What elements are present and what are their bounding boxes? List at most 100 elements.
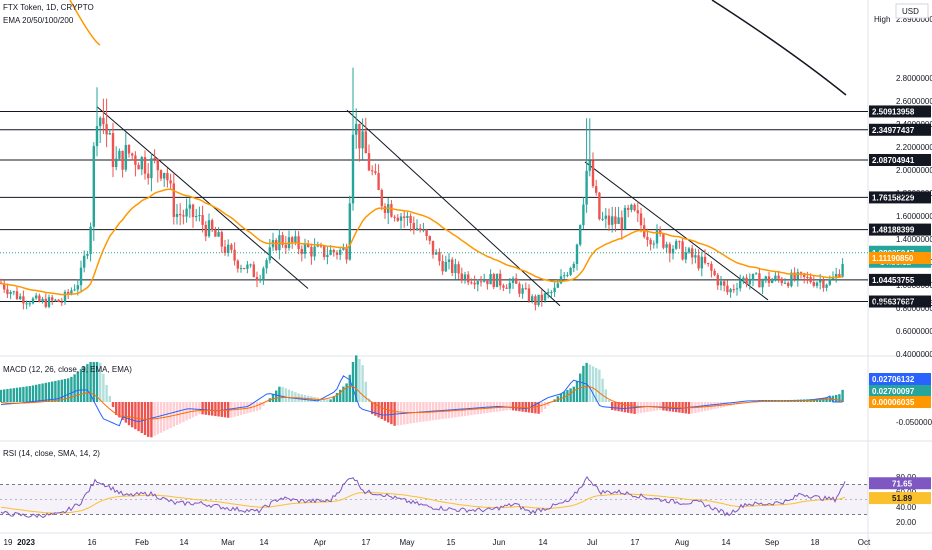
candle-body xyxy=(67,291,70,294)
macd-histogram-bar xyxy=(374,402,377,416)
candle-body xyxy=(319,245,323,247)
macd-histogram-bar xyxy=(281,387,284,402)
candle-body xyxy=(483,279,486,282)
trendline[interactable] xyxy=(346,109,561,307)
candle-body xyxy=(275,240,278,251)
time-tick-label: Aug xyxy=(675,538,689,547)
candle-body xyxy=(703,256,707,263)
candle-body xyxy=(268,247,271,261)
candle-body xyxy=(73,289,76,291)
support-resistance-levels[interactable]: 2.50913958 2.34977437 2.08704941 1.76158229… xyxy=(0,105,931,308)
macd-histogram-bar xyxy=(518,402,521,412)
macd-histogram-bar xyxy=(319,398,323,402)
candle-body xyxy=(332,249,335,253)
price-tick-label: 2.40000000 xyxy=(896,120,932,129)
candle-body xyxy=(143,157,147,174)
time-axis[interactable]: 19 2023 16 Feb 14 Mar 14 Apr 17 May 15 Jun 14 Jul 17 Au… xyxy=(4,538,871,547)
candle-body xyxy=(524,288,527,290)
macd-histogram-bar xyxy=(284,388,287,402)
candle-body xyxy=(627,207,630,210)
trendline[interactable] xyxy=(584,161,769,301)
candle-body xyxy=(44,298,47,307)
symbol-title[interactable]: FTX Token, 1D, CRYPTO xyxy=(3,3,94,12)
macd-histogram-bar xyxy=(623,402,627,413)
time-tick-label: Oct xyxy=(858,538,871,547)
macd-histogram-bar xyxy=(6,389,9,402)
macd-histogram-bar xyxy=(339,389,342,402)
candle-body xyxy=(9,291,12,295)
time-tick-label: Sep xyxy=(765,538,780,547)
macd-histogram-bar xyxy=(127,402,131,426)
candle-body xyxy=(409,215,412,223)
candle-body xyxy=(371,170,374,172)
candle-body xyxy=(367,153,371,171)
trendline[interactable] xyxy=(96,106,309,289)
candle-body xyxy=(313,246,316,257)
macd-histogram-bar xyxy=(73,374,76,402)
macd-histogram-bar xyxy=(121,402,124,421)
macd-histogram-bar xyxy=(588,364,591,402)
candle-body xyxy=(233,249,236,261)
candle-body xyxy=(147,173,150,179)
indicator-legend[interactable]: EMA 20/50/100/200 xyxy=(3,16,74,25)
candle-body xyxy=(303,243,307,254)
candle-body xyxy=(639,213,643,226)
macd-pane[interactable]: 0.02706132 0.02700097 0.00006035 xyxy=(0,355,931,438)
candle-body xyxy=(134,155,137,165)
macd-histogram-bar xyxy=(102,373,105,402)
time-tick-label: 14 xyxy=(722,538,731,547)
candle-body xyxy=(790,272,793,287)
candle-body xyxy=(646,236,649,240)
candle-body xyxy=(726,285,729,293)
candle-body xyxy=(611,216,614,225)
candle-body xyxy=(239,267,243,269)
candle-body xyxy=(547,292,550,294)
macd-histogram-bar xyxy=(47,382,51,402)
trendlines[interactable] xyxy=(96,0,847,307)
candle-body xyxy=(175,213,179,217)
currency-selector[interactable]: USD xyxy=(895,3,929,19)
low-label: Low xyxy=(874,299,889,308)
level-label: 0.85637687 xyxy=(869,295,931,308)
ema-50-line xyxy=(69,0,101,46)
candle-body xyxy=(31,298,35,304)
candle-body xyxy=(777,275,780,279)
time-tick-label: 18 xyxy=(811,538,820,547)
macd-histogram-bar xyxy=(198,402,201,415)
candle-body xyxy=(566,274,569,276)
candle-body xyxy=(774,275,777,280)
candle-body xyxy=(281,235,284,245)
time-tick-label: Jun xyxy=(493,538,506,547)
macd-histogram-bar xyxy=(79,369,83,402)
candle-body xyxy=(323,245,326,257)
macd-histogram-bar xyxy=(675,402,678,413)
candle-body xyxy=(166,173,169,181)
macd-histogram-bar xyxy=(175,402,179,426)
time-tick-label: 14 xyxy=(180,538,189,547)
candle-body xyxy=(115,158,118,168)
macd-title[interactable]: MACD (12, 26, close, 9, EMA, EMA) xyxy=(3,365,132,374)
candle-body xyxy=(697,255,700,269)
macd-histogram-bar xyxy=(601,378,604,402)
macd-histogram-bar xyxy=(508,402,511,411)
ema-line xyxy=(0,188,843,296)
candle-body xyxy=(700,256,703,269)
candle-body xyxy=(153,158,156,160)
candle-body xyxy=(585,170,588,205)
candle-body xyxy=(76,285,79,290)
candle-body xyxy=(665,244,668,248)
level-label: 1.48188399 xyxy=(869,223,931,236)
rsi-pane[interactable] xyxy=(0,475,868,519)
macd-histogram-bar xyxy=(150,402,153,438)
candle-body xyxy=(812,282,815,286)
candle-body xyxy=(787,282,790,287)
candle-body xyxy=(425,229,428,237)
rsi-title[interactable]: RSI (14, close, SMA, 14, 2) xyxy=(3,449,100,458)
macd-histogram-bar xyxy=(207,402,211,416)
candle-body xyxy=(412,222,415,230)
price-tick-label: 2.20000000 xyxy=(896,143,932,152)
